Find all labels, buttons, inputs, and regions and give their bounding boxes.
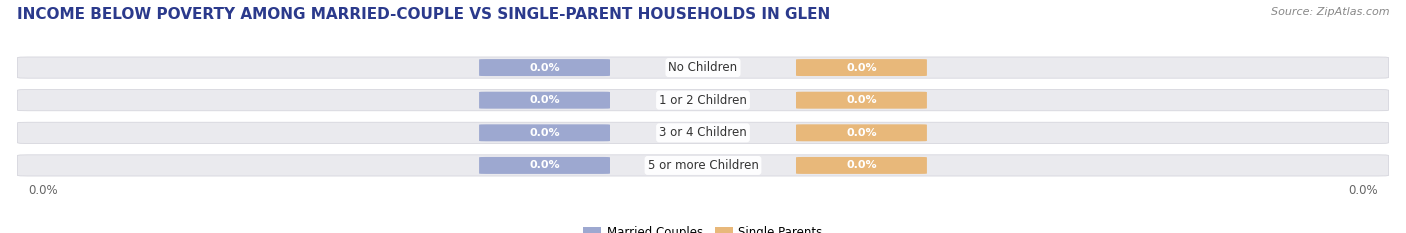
FancyBboxPatch shape [796,59,927,76]
FancyBboxPatch shape [479,92,610,109]
Text: 0.0%: 0.0% [846,95,877,105]
Text: 0.0%: 0.0% [28,184,58,197]
Text: 0.0%: 0.0% [846,161,877,170]
Text: INCOME BELOW POVERTY AMONG MARRIED-COUPLE VS SINGLE-PARENT HOUSEHOLDS IN GLEN: INCOME BELOW POVERTY AMONG MARRIED-COUPL… [17,7,830,22]
FancyBboxPatch shape [479,124,610,141]
Text: 0.0%: 0.0% [529,95,560,105]
Legend: Married Couples, Single Parents: Married Couples, Single Parents [579,221,827,233]
Text: 0.0%: 0.0% [1348,184,1378,197]
Text: 0.0%: 0.0% [529,63,560,72]
Text: 5 or more Children: 5 or more Children [648,159,758,172]
FancyBboxPatch shape [796,124,927,141]
FancyBboxPatch shape [796,157,927,174]
Text: 0.0%: 0.0% [846,63,877,72]
FancyBboxPatch shape [17,122,1389,143]
FancyBboxPatch shape [796,92,927,109]
Text: 1 or 2 Children: 1 or 2 Children [659,94,747,107]
Text: No Children: No Children [668,61,738,74]
Text: 3 or 4 Children: 3 or 4 Children [659,126,747,139]
FancyBboxPatch shape [479,59,610,76]
Text: Source: ZipAtlas.com: Source: ZipAtlas.com [1271,7,1389,17]
Text: 0.0%: 0.0% [529,128,560,138]
Text: 0.0%: 0.0% [846,128,877,138]
FancyBboxPatch shape [17,155,1389,176]
FancyBboxPatch shape [17,90,1389,111]
Text: 0.0%: 0.0% [529,161,560,170]
FancyBboxPatch shape [479,157,610,174]
FancyBboxPatch shape [17,57,1389,78]
